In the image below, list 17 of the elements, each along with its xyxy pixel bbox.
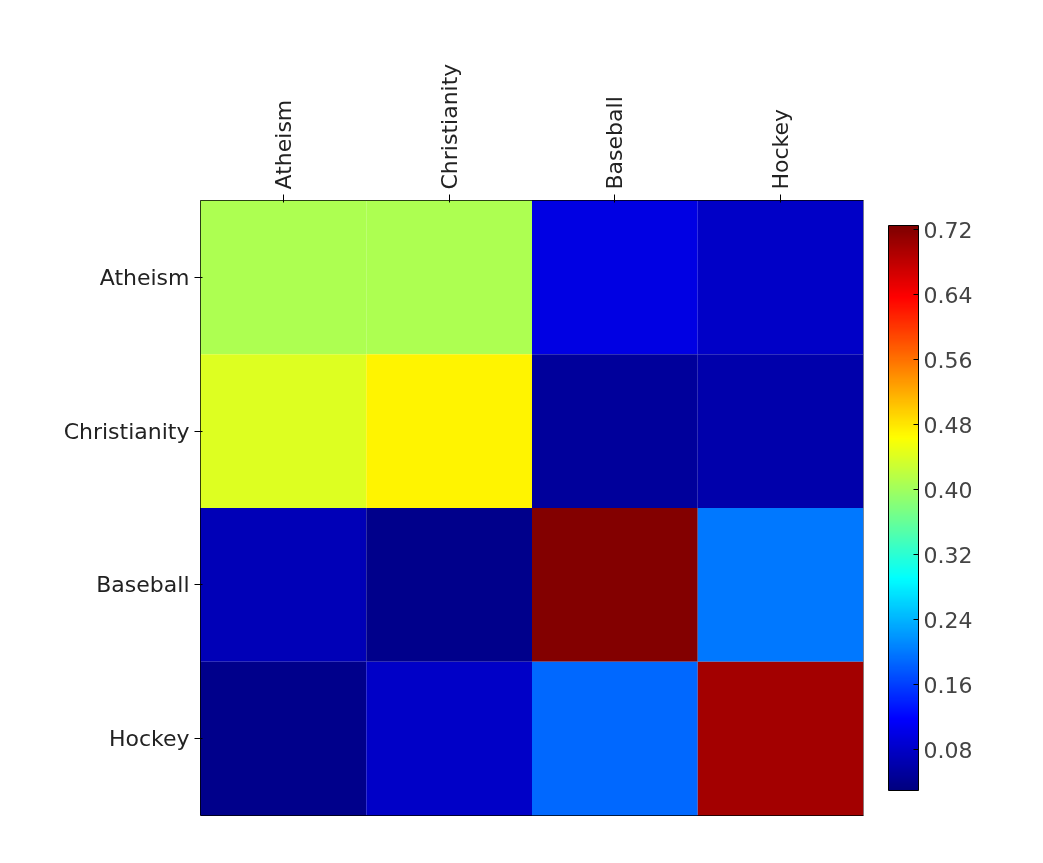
color-bar-label: 0.32 xyxy=(923,542,973,568)
x-tick-label: Baseball xyxy=(602,96,628,190)
color-bar-label: 0.16 xyxy=(923,672,973,698)
y-tick-label: Hockey xyxy=(108,726,190,752)
x-tick-label: Atheism xyxy=(270,99,296,190)
y-tick-label: Baseball xyxy=(96,572,190,598)
y-tick-label: Christianity xyxy=(63,418,190,444)
color-bar-label: 0.72 xyxy=(923,217,973,243)
color-bar-label: 0.08 xyxy=(923,737,973,763)
x-tick-label: Christianity xyxy=(436,63,462,190)
color-bar-label: 0.24 xyxy=(923,607,973,633)
color-bar-label: 0.56 xyxy=(923,347,973,373)
x-tick-label: Hockey xyxy=(768,108,794,190)
y-tick-label: Atheism xyxy=(99,264,190,290)
color-bar-label: 0.40 xyxy=(923,477,973,503)
color-bar-label: 0.64 xyxy=(923,282,973,308)
color-bar-label: 0.48 xyxy=(923,412,973,438)
